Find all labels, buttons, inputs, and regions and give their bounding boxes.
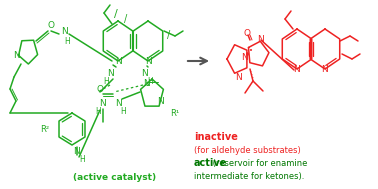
Text: N: N: [145, 57, 151, 67]
Text: H: H: [120, 108, 126, 116]
Text: (for aldehyde substrates): (for aldehyde substrates): [194, 146, 301, 155]
Text: N: N: [60, 28, 67, 36]
Text: O: O: [48, 22, 54, 30]
Text: H: H: [95, 108, 101, 116]
Text: active: active: [194, 159, 227, 168]
Text: /: /: [167, 30, 170, 40]
Text: N: N: [115, 99, 121, 108]
Text: /: /: [114, 9, 118, 19]
Text: N: N: [294, 66, 301, 74]
Text: intermediate for ketones).: intermediate for ketones).: [194, 172, 304, 181]
Text: N: N: [235, 73, 242, 81]
Text: H: H: [147, 77, 153, 85]
Text: /: /: [124, 14, 128, 24]
Text: N: N: [242, 53, 248, 61]
Text: N: N: [156, 98, 163, 106]
Text: R²: R²: [40, 125, 49, 133]
Text: N: N: [143, 80, 149, 88]
Text: (reservoir for enamine: (reservoir for enamine: [210, 159, 308, 168]
Text: N: N: [107, 68, 113, 77]
Text: N: N: [74, 146, 81, 156]
Text: H: H: [103, 77, 109, 85]
Text: •: •: [249, 48, 253, 54]
Text: H: H: [79, 154, 85, 163]
Text: ·: ·: [249, 67, 253, 77]
Text: H: H: [64, 36, 70, 46]
Text: N: N: [115, 57, 121, 67]
Text: N: N: [142, 68, 149, 77]
Text: ·: ·: [251, 73, 255, 83]
Text: N: N: [14, 50, 20, 60]
Text: N: N: [257, 35, 263, 43]
Text: ·: ·: [250, 70, 254, 80]
Text: inactive: inactive: [194, 132, 238, 142]
Text: N: N: [100, 99, 106, 108]
Text: N: N: [322, 66, 328, 74]
Text: R¹: R¹: [170, 109, 179, 119]
Text: O: O: [243, 29, 251, 37]
Text: O: O: [96, 85, 104, 94]
Text: (active catalyst): (active catalyst): [73, 173, 156, 181]
